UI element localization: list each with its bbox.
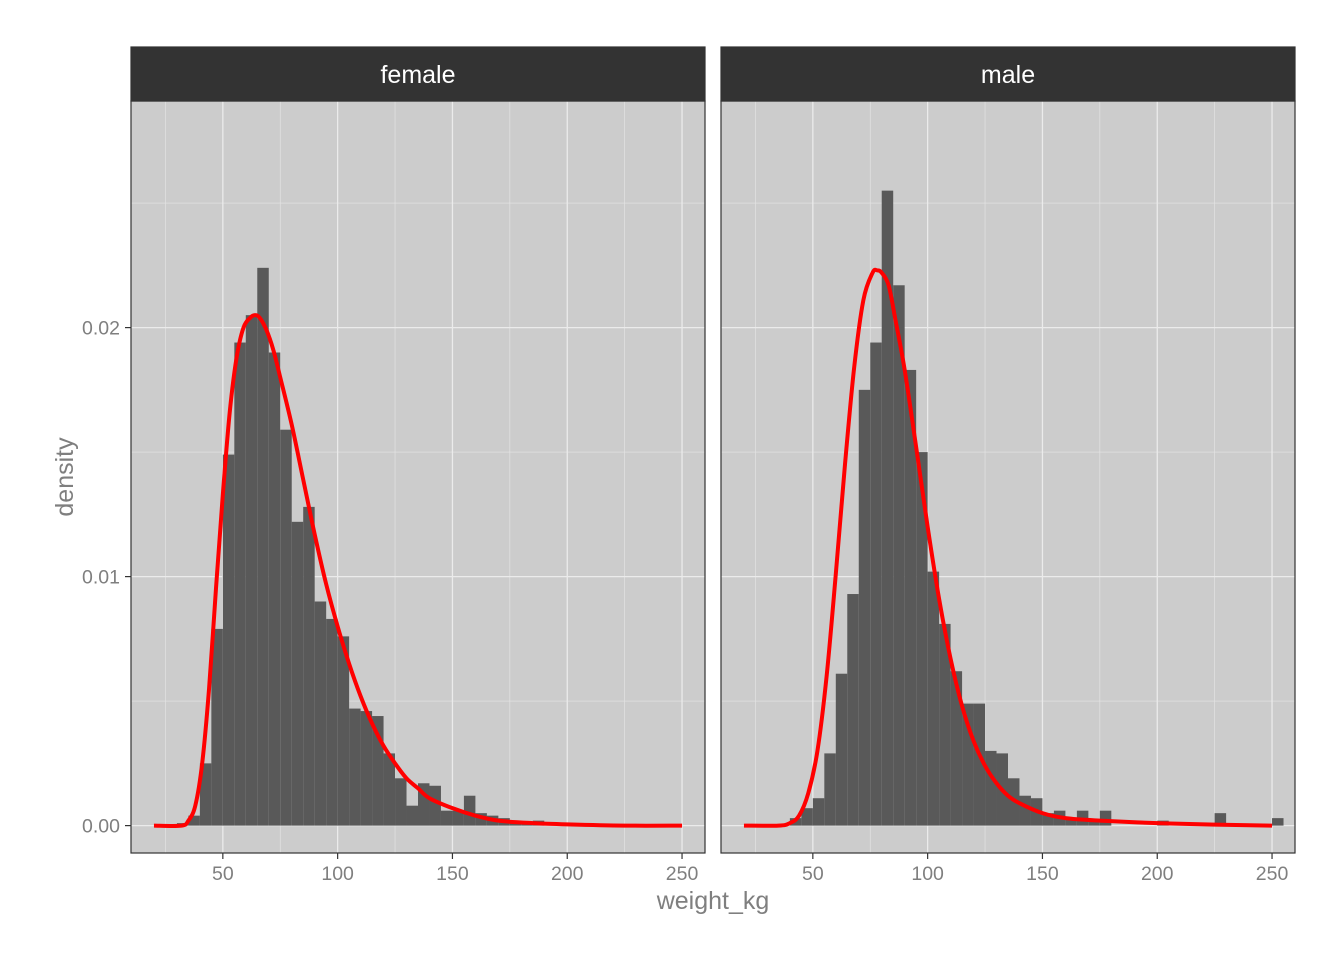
panel-male-histogram-bar — [835, 673, 848, 826]
panel-male-bars — [789, 190, 1284, 826]
panel-female-histogram-bar — [418, 783, 430, 826]
panel-female-histogram-bar — [188, 815, 200, 826]
panel-female-histogram-bar — [406, 805, 418, 826]
panel-female-x-ticks: 50 100 150 200 250 — [212, 853, 698, 885]
panel-female-x-tick-label: 50 — [212, 863, 234, 885]
panel-male-histogram-bar — [858, 389, 871, 826]
panel-female-group: female 50 100 150 200 250 — [130, 46, 706, 885]
panel-female-x-tick-label: 150 — [436, 863, 469, 885]
panel-female-x-tick-label: 200 — [551, 863, 584, 885]
panel-female-histogram-bar — [268, 352, 281, 826]
panel-male-x-tick-label: 250 — [1256, 863, 1289, 885]
panel-male-histogram-bar — [824, 753, 836, 826]
panel-male-histogram-bar — [1272, 818, 1284, 826]
panel-female-histogram-bar — [280, 429, 292, 826]
panel-female-histogram-bar — [372, 716, 384, 826]
panel-female-histogram-bar — [349, 708, 361, 826]
panel-male-histogram-bar — [939, 623, 951, 826]
panel-male-histogram-bar — [812, 798, 825, 826]
panel-male-histogram-bar — [1065, 818, 1077, 826]
panel-female-histogram-bar — [360, 711, 373, 826]
x-axis-title: weight_kg — [656, 887, 770, 915]
panel-male-histogram-bar — [1214, 813, 1227, 826]
panel-male-histogram-bar — [870, 342, 882, 826]
panel-male-histogram-bar — [1042, 813, 1054, 826]
panel-female-histogram-bar — [291, 521, 304, 826]
panel-male-x-tick-label: 150 — [1026, 863, 1059, 885]
panel-male-histogram-bar — [904, 369, 917, 826]
panel-female-histogram-bar — [199, 763, 212, 826]
strip-female-background — [130, 46, 706, 102]
panel-female-histogram-bar — [463, 795, 476, 826]
panel-female-histogram-bar — [337, 636, 350, 826]
panel-male-density-curve — [743, 267, 1273, 828]
panel-male-histogram-bar — [881, 190, 894, 826]
panel-male-histogram-bar — [1088, 820, 1100, 826]
panel-female-histogram-bar — [440, 810, 453, 826]
panel-female-histogram-bar — [303, 506, 315, 826]
panel-female-bars — [176, 267, 545, 826]
panel-female-histogram-bar — [222, 454, 235, 826]
panel-male-gridlines — [721, 101, 1295, 853]
panel-male-histogram-bar — [950, 671, 963, 826]
panel-male-x-ticks: 50 100 150 200 250 — [802, 853, 1288, 885]
strip-male-background — [720, 46, 1296, 102]
y-tick-label: 0.02 — [82, 318, 120, 340]
y-tick-label: 0.00 — [82, 816, 120, 838]
panel-female-histogram-bar — [452, 810, 464, 826]
panel-male-x-tick-label: 50 — [802, 863, 824, 885]
panel-male-histogram-bar — [962, 703, 974, 826]
y-axis-ticks: 0.00 0.01 0.02 — [82, 318, 131, 838]
panel-female-histogram-bar — [245, 315, 258, 826]
panel-male-histogram-bar — [847, 594, 859, 826]
panel-male-histogram-bar — [893, 285, 905, 826]
panel-male-histogram-bar — [973, 703, 986, 826]
panel-female-histogram-bar — [211, 628, 223, 826]
panel-male-group: male 50 100 150 200 250 — [720, 46, 1296, 885]
panel-female-histogram-bar — [326, 618, 338, 826]
panel-female-histogram-bar — [314, 601, 327, 826]
panel-female-histogram-bar — [234, 342, 246, 826]
panel-female-histogram-bar — [475, 813, 487, 826]
panel-male-histogram-bar — [801, 808, 813, 826]
panel-male-x-tick-label: 100 — [911, 863, 944, 885]
panel-female-histogram-bar — [383, 753, 396, 826]
panel-male-histogram-bar — [1019, 795, 1031, 826]
panel-male-histogram-bar — [927, 571, 940, 826]
panel-male-histogram-bar — [1099, 810, 1112, 826]
panel-female-x-tick-label: 250 — [666, 863, 699, 885]
panel-male-histogram-bar — [916, 452, 928, 826]
panel-female-density-curve — [153, 313, 683, 828]
panel-female-histogram-bar — [257, 267, 269, 826]
panel-male-background — [721, 101, 1295, 853]
y-tick-label: 0.01 — [82, 567, 120, 589]
strip-male-label: male — [981, 61, 1035, 89]
panel-male-histogram-bar — [985, 750, 997, 826]
strip-female-label: female — [380, 61, 455, 89]
panel-female-x-tick-label: 100 — [321, 863, 354, 885]
y-axis-title: density — [51, 437, 79, 517]
panel-female-histogram-bar — [509, 823, 522, 826]
panel-female-histogram-bar — [429, 785, 441, 826]
panel-male-x-tick-label: 200 — [1141, 863, 1174, 885]
panel-female-histogram-bar — [395, 778, 407, 826]
